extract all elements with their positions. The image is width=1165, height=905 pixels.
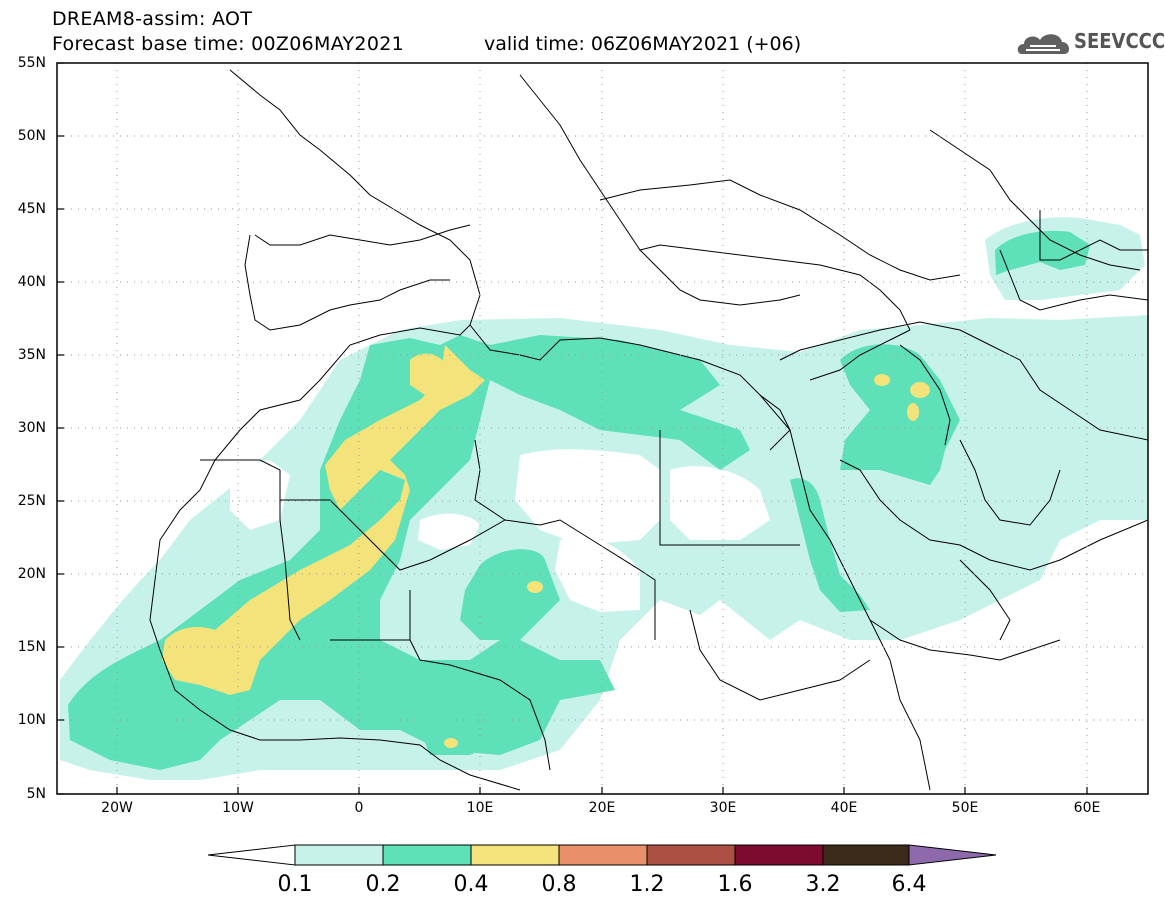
valid-time: valid time: 06Z06MAY2021 (+06)	[484, 33, 802, 55]
colorbar-label: 3.2	[805, 872, 841, 897]
colorbar-segment	[822, 844, 910, 866]
lat-label: 25N	[17, 493, 46, 509]
colorbar-segment	[470, 844, 560, 866]
lon-label: 10E	[466, 800, 494, 816]
lat-label: 30N	[17, 420, 46, 436]
lat-label: 20N	[17, 566, 46, 582]
colorbar-label: 1.6	[717, 872, 753, 897]
colorbar-segment	[646, 844, 736, 866]
cloud-logo-icon	[1017, 34, 1070, 54]
aot-colorbar	[207, 844, 997, 866]
map-title: DREAM8-assim: AOT	[52, 8, 253, 30]
lon-label: 60E	[1073, 800, 1101, 816]
lon-label: 10W	[222, 800, 254, 816]
lat-label: 45N	[17, 201, 46, 217]
lat-label: 40N	[17, 274, 46, 290]
graticule	[57, 63, 1148, 794]
lat-label: 15N	[17, 639, 46, 655]
colorbar-high-arrow	[908, 844, 997, 866]
lon-label: 20E	[588, 800, 616, 816]
colorbar-segment	[734, 844, 824, 866]
logo-text: SEEVCCC	[1074, 29, 1165, 53]
forecast-base-time: Forecast base time: 00Z06MAY2021	[52, 33, 404, 55]
coastlines-borders	[149, 69, 1148, 791]
colorbar-label: 0.1	[277, 872, 313, 897]
lon-label: 20W	[101, 800, 133, 816]
lat-label: 55N	[17, 55, 46, 71]
colorbar-label: 6.4	[891, 872, 927, 897]
colorbar-segment	[558, 844, 648, 866]
lat-label: 50N	[17, 128, 46, 144]
axis-ticks	[57, 62, 1088, 795]
colorbar-label: 0.2	[365, 872, 401, 897]
aot-below-threshold	[230, 449, 770, 612]
lat-label: 10N	[17, 712, 46, 728]
colorbar-label: 0.8	[541, 872, 577, 897]
colorbar-low-arrow	[207, 844, 296, 866]
aot-map	[56, 62, 1149, 795]
lat-label: 35N	[17, 347, 46, 363]
colorbar-segment	[382, 844, 472, 866]
lat-label: 5N	[26, 786, 46, 802]
colorbar-label: 0.4	[453, 872, 489, 897]
lon-label: 30E	[709, 800, 737, 816]
lon-label: 40E	[830, 800, 858, 816]
aot-level-0.4	[162, 345, 930, 748]
lon-label: 0	[354, 800, 364, 816]
colorbar-label: 1.2	[629, 872, 665, 897]
lon-label: 50E	[951, 800, 979, 816]
colorbar-segment	[294, 844, 384, 866]
